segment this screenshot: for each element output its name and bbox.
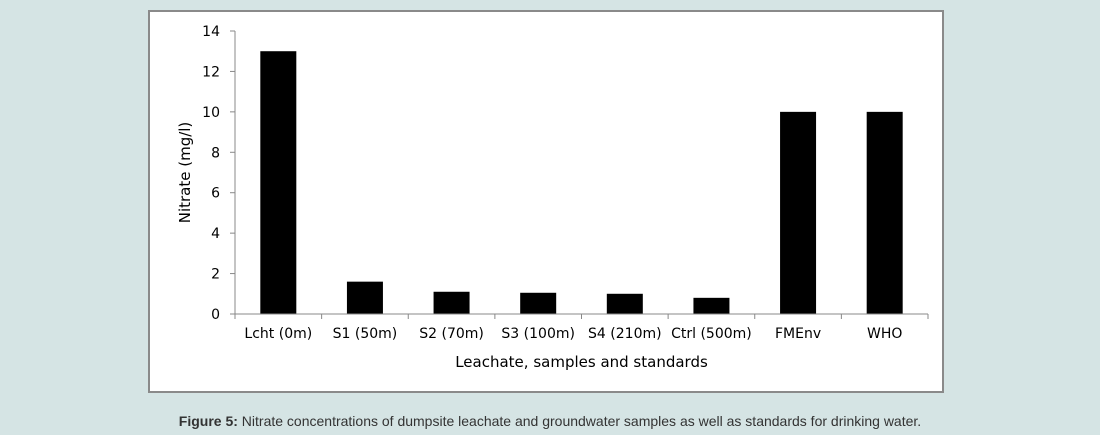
bars [260,51,903,314]
x-tick-label: S2 (70m) [419,326,484,342]
bar [606,293,643,314]
y-tick-label: 8 [211,145,220,161]
x-tick-label: Ctrl (500m) [671,326,752,342]
bar [520,292,557,314]
bar-chart: 0 2 4 6 8 10 12 14 Lcht (0m) S1 (50m) S2 (70m) S3 … [176,24,929,371]
x-tick-label: S1 (50m) [333,326,398,342]
x-tick-label: Lcht (0m) [244,326,312,342]
bar [346,281,383,314]
bar [866,111,903,314]
y-tick-label: 12 [202,64,220,80]
caption-text: Nitrate concentrations of dumpsite leach… [237,413,922,429]
y-axis-title: Nitrate (mg/l) [176,122,194,224]
bar [260,51,297,314]
bar [780,111,817,314]
chart-frame: 0 2 4 6 8 10 12 14 Lcht (0m) S1 (50m) S2 (70m) S3 … [148,10,944,393]
caption-label: Figure 5: [178,413,238,429]
x-axis-title: Leachate, samples and standards [455,353,708,371]
bar [693,297,730,314]
x-tick-label: FMEnv [775,326,821,342]
y-tick-label: 2 [211,267,220,283]
y-tick-label: 10 [202,105,220,121]
figure-caption: Figure 5: Nitrate concentrations of dump… [0,413,1100,429]
x-axis-ticks: Lcht (0m) S1 (50m) S2 (70m) S3 (100m) S4 (21… [234,314,929,342]
x-tick-label: WHO [867,326,902,342]
bar [433,291,470,314]
y-axis-ticks: 0 2 4 6 8 10 12 14 [202,24,235,323]
y-tick-label: 4 [211,226,220,242]
y-tick-label: 0 [211,307,220,323]
y-tick-label: 14 [202,24,220,40]
x-tick-label: S4 (210m) [588,326,662,342]
x-tick-label: S3 (100m) [501,326,575,342]
y-tick-label: 6 [211,186,220,202]
